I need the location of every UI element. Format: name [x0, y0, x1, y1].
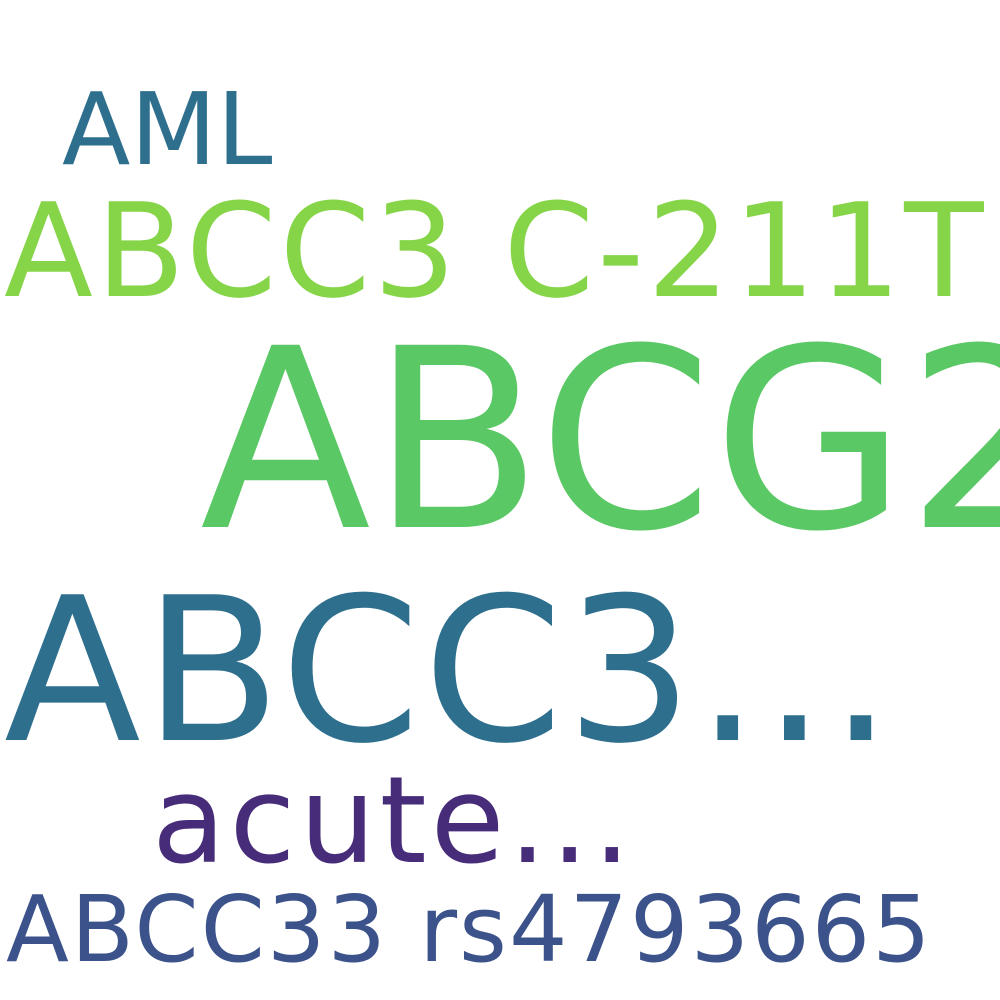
word-aml: AML	[62, 71, 273, 188]
word-abcc3-truncated: ABCC3...	[4, 555, 896, 788]
word-abcg2: ABCG2	[200, 295, 1000, 586]
word-abcc3-c211t: ABCC3 C-211T	[4, 175, 987, 327]
word-abcc33-rs4793665: ABCC33 rs4793665	[6, 876, 933, 983]
word-acute-truncated: acute...	[152, 752, 635, 891]
